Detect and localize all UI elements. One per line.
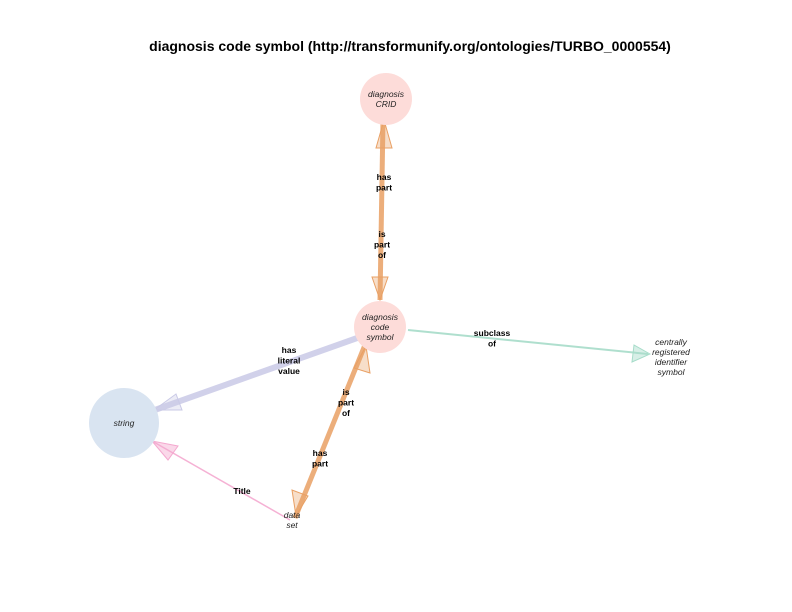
edge-label-has-literal-value-line: has (282, 345, 297, 355)
edge-symbol-dataset[interactable] (291, 344, 371, 519)
edge-subclass-of[interactable] (407, 329, 652, 363)
edge-label-title-line: Title (233, 486, 251, 496)
node-label-diagnosis-crid-line: diagnosis (368, 89, 405, 99)
edge-crid-has-part[interactable] (371, 118, 393, 302)
edge-line-crid-symbol (377, 119, 386, 301)
node-centrally-registered-identifier-symbol[interactable]: centrally registered identifier symbol (652, 337, 690, 377)
arrowhead-to-symbol-from-dataset (353, 344, 371, 374)
edge-label-symbol-is-part-of-dataset: is part of (338, 387, 354, 418)
node-circle-diagnosis-code-symbol (354, 301, 406, 353)
node-data-set[interactable]: data set (284, 510, 301, 530)
node-label-diagnosis-crid-line: CRID (376, 99, 397, 109)
node-label-centrally-registered-identifier-symbol-line: centrally (655, 337, 687, 347)
edge-label-dataset-has-part: has part (312, 448, 328, 469)
edge-line-symbol-dataset (292, 344, 368, 519)
arrowhead-to-centrally-registered (631, 344, 652, 363)
edge-label-has-literal-value-line: literal (278, 356, 301, 366)
node-label-diagnosis-code-symbol-line: symbol (367, 332, 395, 342)
node-diagnosis-code-symbol[interactable]: diagnosis code symbol (354, 301, 406, 353)
edge-label-symbol-is-part-of-dataset-line: is (342, 387, 349, 397)
node-label-centrally-registered-identifier-symbol-line: registered (652, 347, 690, 357)
edge-label-dataset-has-part-line: has (313, 448, 328, 458)
edge-label-has-literal-value: has literal value (278, 345, 301, 376)
node-label-data-set: data set (284, 510, 301, 530)
edge-line-title (151, 440, 291, 521)
node-label-data-set-line: data (284, 510, 301, 520)
node-string[interactable]: string (89, 388, 159, 458)
node-circle-diagnosis-crid (360, 73, 412, 125)
edge-label-symbol-is-part-of-crid: is part of (374, 229, 390, 260)
edge-label-symbol-is-part-of-dataset-line: of (342, 408, 350, 418)
diagram-title: diagnosis code symbol (http://transformu… (149, 38, 671, 54)
edge-label-subclass-of-line: of (488, 339, 496, 349)
edge-line-has-literal-value (150, 334, 362, 414)
node-label-string: string (114, 418, 135, 428)
edge-label-symbol-is-part-of-crid-line: part (374, 240, 390, 250)
node-label-centrally-registered-identifier-symbol: centrally registered identifier symbol (652, 337, 690, 377)
edge-label-subclass-of-line: subclass (474, 328, 511, 338)
edge-has-literal-value[interactable] (150, 334, 362, 414)
edge-label-title: Title (233, 486, 251, 496)
node-label-centrally-registered-identifier-symbol-line: identifier (655, 357, 688, 367)
node-label-diagnosis-code-symbol-line: code (371, 322, 390, 332)
arrowhead-to-dataset (291, 489, 309, 518)
node-label-string-line: string (114, 418, 135, 428)
edge-label-symbol-is-part-of-crid-line: is (378, 229, 385, 239)
arrowhead-to-symbol (371, 276, 389, 302)
edge-label-crid-has-part: has part (376, 172, 392, 193)
edge-title[interactable] (150, 440, 291, 521)
node-label-diagnosis-crid: diagnosis CRID (368, 89, 405, 109)
edge-label-crid-has-part-line: has (377, 172, 392, 182)
edge-label-subclass-of: subclass of (474, 328, 511, 349)
arrowhead-to-string-title (150, 440, 179, 461)
node-circle-string (89, 388, 159, 458)
edge-label-dataset-has-part-line: part (312, 459, 328, 469)
node-diagnosis-crid[interactable]: diagnosis CRID (360, 73, 412, 125)
arrowhead-to-string-literal (152, 393, 183, 411)
node-label-data-set-line: set (286, 520, 298, 530)
edge-label-symbol-is-part-of-dataset-line: part (338, 398, 354, 408)
arrowhead-to-crid (375, 118, 393, 149)
edge-label-has-literal-value-line: value (278, 366, 300, 376)
node-label-diagnosis-code-symbol-line: diagnosis (362, 312, 399, 322)
node-label-diagnosis-code-symbol: diagnosis code symbol (362, 312, 399, 342)
edge-label-symbol-is-part-of-crid-line: of (378, 250, 386, 260)
node-label-centrally-registered-identifier-symbol-line: symbol (658, 367, 686, 377)
edge-label-crid-has-part-line: part (376, 183, 392, 193)
edge-line-subclass-of (407, 329, 649, 355)
